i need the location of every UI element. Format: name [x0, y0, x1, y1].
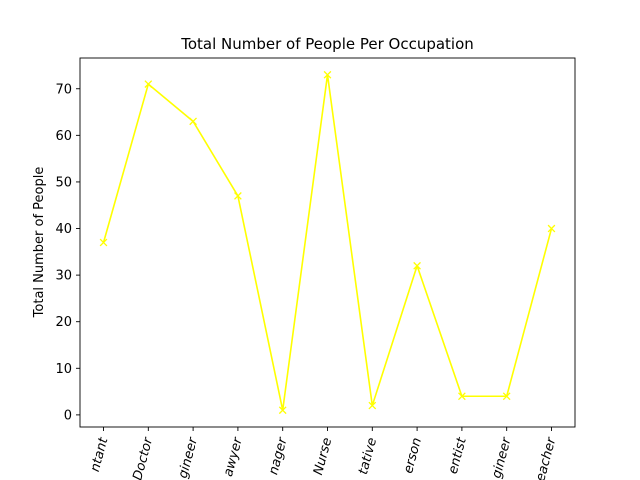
marker-stroke — [234, 192, 242, 200]
x-tick-label: Doctor — [130, 435, 156, 480]
marker-stroke — [413, 261, 421, 270]
marker-stroke — [278, 406, 287, 415]
data-point-marker — [368, 401, 377, 410]
marker-stroke — [323, 70, 332, 79]
x-tick-label: ntant — [88, 435, 112, 473]
y-tick-label: 70 — [55, 82, 72, 97]
y-tick-label: 0 — [64, 408, 72, 423]
data-point-marker — [99, 238, 108, 247]
data-point-marker — [547, 224, 556, 233]
x-tick-label: gineer — [489, 435, 515, 480]
chart-title: Total Number of People Per Occupation — [180, 35, 474, 53]
y-tick-label: 10 — [55, 362, 72, 377]
y-tick-label: 40 — [55, 222, 72, 237]
x-tick-label: entist — [446, 435, 470, 475]
y-tick-label: 50 — [55, 175, 72, 190]
x-tick-label: erson — [401, 436, 425, 475]
marker-stroke — [547, 224, 556, 233]
series-line — [102, 73, 553, 412]
marker-stroke — [458, 392, 466, 401]
x-tick-label: Nurse — [311, 436, 335, 477]
marker-stroke — [144, 80, 153, 88]
marker-stroke — [368, 401, 377, 410]
marker-stroke — [99, 238, 108, 247]
marker-stroke — [502, 392, 511, 401]
x-tick-label: gineer — [176, 435, 202, 480]
axes-frame — [79, 57, 576, 428]
data-point-marker — [502, 392, 511, 401]
x-tick-label: tative — [356, 436, 380, 476]
y-tick-label: 20 — [55, 315, 72, 330]
plot-area — [99, 70, 556, 415]
y-tick-label: 60 — [55, 129, 72, 144]
data-point-marker — [144, 80, 153, 88]
data-point-marker — [278, 406, 287, 415]
y-axis-label: Total Number of People — [32, 167, 47, 319]
data-point-marker — [189, 117, 197, 126]
marker-stroke — [189, 117, 197, 126]
x-tick-label: eacher — [533, 435, 559, 480]
data-point-marker — [234, 192, 242, 200]
x-tick-label: nager — [266, 435, 291, 477]
data-point-marker — [413, 261, 421, 270]
data-point-marker — [323, 70, 332, 79]
y-tick-label: 30 — [55, 269, 72, 284]
data-point-marker — [458, 392, 466, 401]
x-tick-label: awyer — [221, 435, 246, 479]
